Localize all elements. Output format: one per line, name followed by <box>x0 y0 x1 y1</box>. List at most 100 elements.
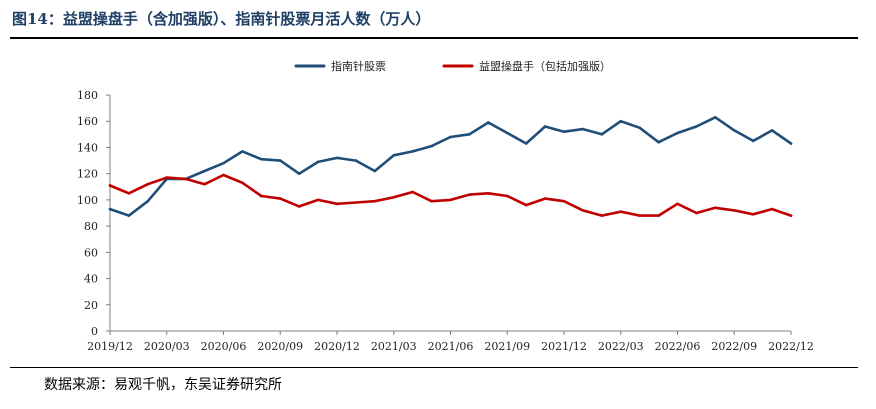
x-tick-label: 2022/12 <box>768 340 814 353</box>
data-point <box>146 199 150 203</box>
data-point <box>278 159 282 162</box>
data-point <box>392 154 396 157</box>
data-point <box>770 129 774 132</box>
data-point <box>335 156 339 160</box>
x-tick-label: 2022/03 <box>598 340 644 353</box>
data-point <box>449 135 452 139</box>
x-tick-label: 2021/06 <box>428 340 474 353</box>
data-point <box>316 160 320 164</box>
data-point <box>581 127 585 131</box>
y-tick-label: 60 <box>84 246 98 259</box>
x-tick-label: 2022/06 <box>655 340 701 353</box>
y-tick-label: 80 <box>84 220 98 233</box>
data-point <box>260 194 263 198</box>
data-point <box>581 209 585 212</box>
data-point <box>543 125 547 128</box>
data-point <box>430 144 433 148</box>
x-axis: 2019/12 2020/03 2020/06 2020/09 2020/12 2021/… <box>87 330 814 353</box>
x-tick-label: 2021/09 <box>484 340 530 353</box>
data-point <box>638 214 641 217</box>
data-point <box>127 192 131 195</box>
data-point <box>770 207 774 211</box>
data-point <box>411 190 414 194</box>
data-point <box>789 214 793 217</box>
data-point <box>714 115 717 119</box>
data-point <box>335 202 339 206</box>
bottom-rule <box>10 367 858 368</box>
data-point <box>562 199 566 203</box>
data-point <box>222 161 225 165</box>
x-tick-label: 2022/09 <box>711 340 757 353</box>
y-tick-label: 100 <box>77 194 98 207</box>
data-point <box>543 197 547 200</box>
data-point <box>789 142 793 145</box>
data-point <box>241 150 244 153</box>
x-tick-label: 2020/12 <box>314 340 360 353</box>
x-tick-label: 2019/12 <box>87 340 133 353</box>
data-point <box>260 157 263 161</box>
data-point <box>732 129 736 132</box>
data-point <box>751 213 755 216</box>
y-axis: 0 20 40 60 80 100 120 140 160 180 <box>77 89 111 338</box>
x-tick-label: 2020/06 <box>201 340 247 353</box>
data-point <box>430 199 433 203</box>
legend-label-2: 益盟操盘手（包括加强版） <box>479 59 611 73</box>
legend-label-1: 指南针股票 <box>331 59 386 73</box>
data-point <box>714 206 717 210</box>
data-point <box>619 119 623 123</box>
data-point <box>165 176 169 179</box>
y-tick-label: 120 <box>77 168 98 181</box>
data-point <box>297 172 301 175</box>
data-point <box>505 194 509 198</box>
data-point <box>676 202 679 206</box>
data-point <box>657 214 660 217</box>
series-line-2 <box>108 173 793 217</box>
y-tick-label: 20 <box>84 299 98 312</box>
y-tick-label: 40 <box>84 273 98 286</box>
data-point <box>297 205 301 208</box>
y-tick-label: 0 <box>91 325 98 338</box>
data-point <box>108 184 112 187</box>
data-point <box>524 203 528 207</box>
x-tick-label: 2020/03 <box>144 340 190 353</box>
figure-title: 图14：益盟操盘手（含加强版）、指南针股票月活人数（万人） <box>12 10 431 28</box>
data-point <box>278 197 282 200</box>
data-point <box>392 195 396 199</box>
data-point <box>146 182 150 186</box>
data-point <box>468 193 471 196</box>
x-tick-label: 2020/09 <box>257 340 303 353</box>
data-point <box>203 182 206 186</box>
x-tick-label: 2021/12 <box>541 340 587 353</box>
data-point <box>732 209 736 212</box>
data-point <box>619 210 623 213</box>
data-point <box>222 173 225 177</box>
data-point <box>600 133 604 136</box>
data-point <box>449 198 452 202</box>
y-tick-label: 160 <box>77 115 98 128</box>
top-rule <box>10 37 858 39</box>
data-point <box>751 139 755 143</box>
data-point <box>487 192 490 195</box>
data-point <box>487 121 490 124</box>
y-tick-label: 180 <box>77 89 98 102</box>
data-point <box>695 211 698 215</box>
source-note: 数据来源：易观千帆，东吴证券研究所 <box>44 377 282 393</box>
data-point <box>108 207 112 211</box>
y-tick-label: 140 <box>77 141 98 154</box>
data-point <box>184 177 187 181</box>
data-point <box>354 201 358 204</box>
data-point <box>600 214 604 217</box>
data-point <box>316 198 320 202</box>
data-point <box>203 169 206 173</box>
data-point <box>468 133 471 136</box>
data-point <box>127 214 131 217</box>
legend: 指南针股票 益盟操盘手（包括加强版） <box>294 59 611 73</box>
data-point <box>676 131 679 135</box>
data-point <box>411 150 414 153</box>
data-point <box>657 140 660 144</box>
data-point <box>373 169 377 173</box>
data-point <box>505 131 509 135</box>
x-tick-label: 2021/03 <box>371 340 417 353</box>
data-point <box>354 159 358 162</box>
